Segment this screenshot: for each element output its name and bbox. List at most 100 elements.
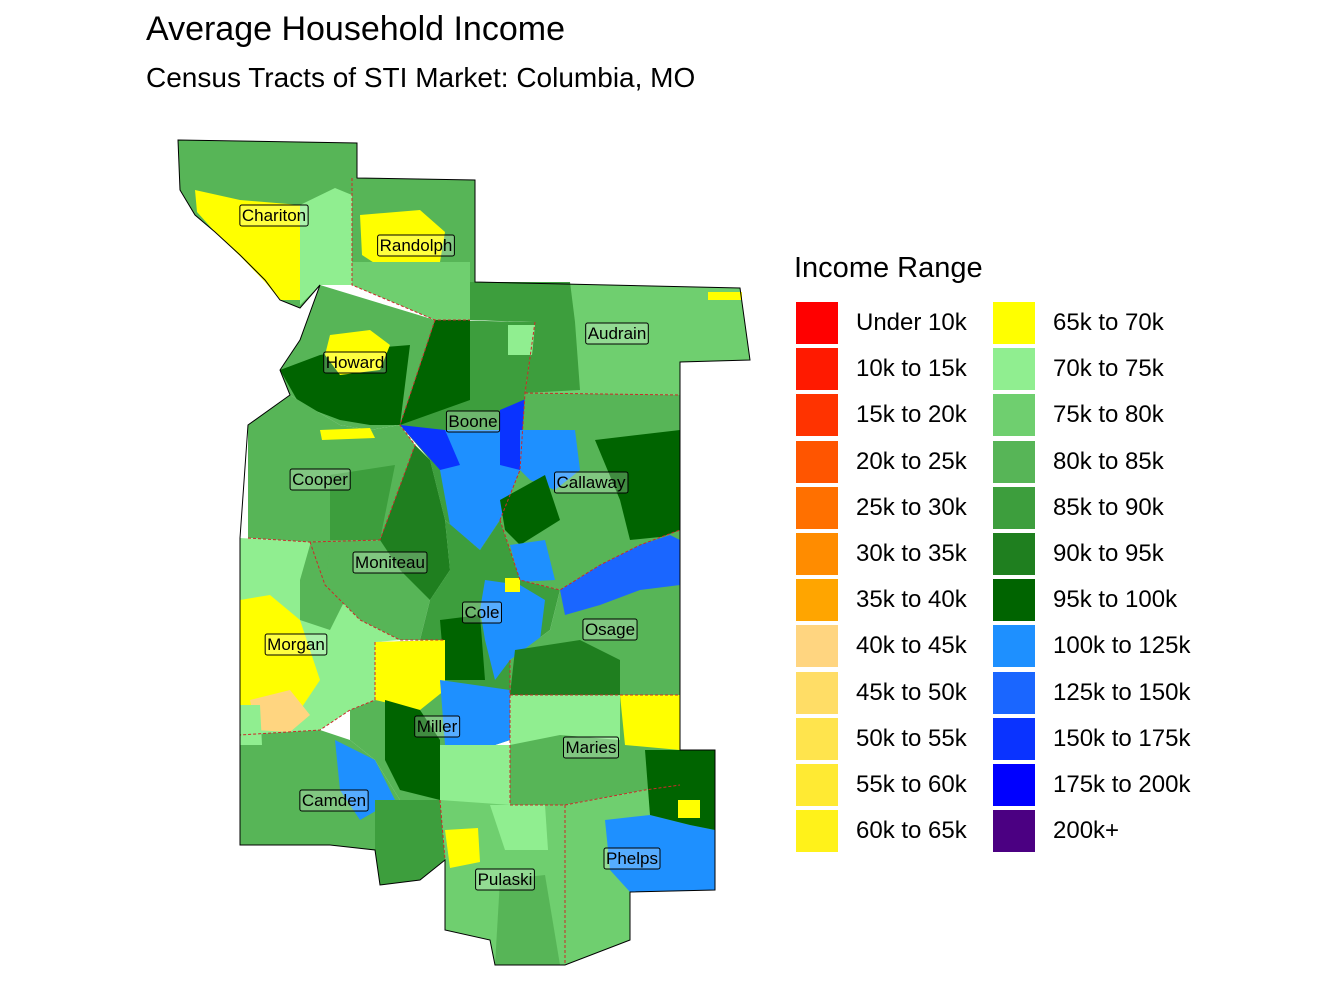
county-label-text: Morgan [267,635,325,654]
tract [560,535,680,615]
legend-swatch [796,717,838,760]
tract [330,465,395,540]
market-outline [177,139,751,966]
tract [440,680,510,750]
legend-label: Under 10k [856,309,967,336]
county-label-box [603,847,661,870]
legend-swatch [993,533,1035,575]
tract [595,430,680,540]
legend-swatch [796,348,838,391]
tract [440,615,485,680]
legend-swatch [993,717,1035,760]
legend-swatch [796,671,838,714]
legend-item: 55k to 60k [796,762,967,808]
tract [510,640,620,695]
legend-item: 80k to 85k [993,439,1164,485]
legend-label: 10k to 15k [856,355,967,383]
legend-label: 40k to 45k [856,632,967,660]
county-label-box [299,789,369,812]
county-label-boone: Boone [445,410,501,433]
legend-item: 125k to 150k [993,670,1190,716]
legend-label: 175k to 200k [1053,771,1191,798]
county-label-moniteau: Moniteau [352,551,428,574]
legend-label: 45k to 50k [856,678,967,706]
legend-item: 40k to 45k [796,623,967,669]
tract [510,540,555,582]
tract [678,800,700,818]
legend-item: 50k to 55k [796,716,967,762]
legend-swatch [993,579,1035,622]
county-label-cole: Cole [462,601,502,624]
tract [620,695,680,750]
legend-item: 150k to 175k [993,716,1190,762]
county-label-chariton: Chariton [239,204,309,227]
legend-swatch [993,810,1035,853]
tract [500,475,560,545]
legend-swatch [993,440,1035,483]
county-label-callaway: Callaway [554,471,629,494]
legend-label: 100k to 125k [1053,632,1191,660]
legend-item: 70k to 75k [993,346,1164,392]
county-label-text: Miller [417,717,458,736]
county-label-text: Callaway [557,473,626,492]
legend: Under 10k 10k to 15k 15k to 20k 20k to 25k 2… [796,300,1256,860]
legend-label: 80k to 85k [1053,447,1164,475]
county-label-maries: Maries [562,736,620,759]
legend-item: 75k to 80k [993,392,1164,438]
legend-label: 90k to 95k [1053,540,1164,567]
county-label-box [352,551,428,574]
county-label-box [323,351,387,374]
county-label-miller: Miller [414,715,461,738]
legend-label: 15k to 20k [856,401,967,429]
county-label-osage: Osage [582,618,638,641]
legend-label: 200k+ [1053,817,1120,845]
legend-item: 60k to 65k [796,808,967,854]
legend-swatch [993,302,1035,344]
tract [520,430,580,490]
legend-item: 20k to 25k [796,439,967,485]
legend-swatch [993,486,1035,529]
county-label-text: Maries [565,738,616,757]
county-label-box [585,322,649,345]
county-labels: Chariton Randolph Audrain Howard Boone Cooper… [239,204,661,891]
tract [320,428,375,440]
legend-item: 200k+ [993,808,1119,854]
legend-swatch [993,625,1035,668]
tract [375,640,445,710]
county-label-box [445,410,501,433]
legend-swatch [796,764,838,806]
legend-swatch [796,302,838,344]
legend-swatch [993,394,1035,437]
tract [250,690,310,732]
county-label-box [475,868,535,891]
legend-item: 175k to 200k [993,762,1190,808]
county-label-text: Chariton [242,206,306,225]
county-label-text: Audrain [588,324,647,343]
county-label-box [264,633,328,656]
legend-label: 95k to 100k [1053,586,1178,614]
tract [300,188,352,305]
legend-item: 65k to 70k [993,300,1164,346]
county-label-box [562,736,620,759]
legend-label: 25k to 30k [856,493,967,521]
tract [360,210,445,270]
tract [470,282,580,393]
legend-swatch [796,394,838,437]
legend-label: 85k to 90k [1053,493,1164,521]
legend-item: 25k to 30k [796,485,967,531]
county-label-text: Randolph [380,236,453,255]
legend-item: Under 10k [796,300,967,346]
county-label-morgan: Morgan [264,633,328,656]
tract [240,595,320,710]
legend-label: 35k to 40k [856,586,967,614]
county-label-box [554,471,629,494]
legend-item: 85k to 90k [993,485,1164,531]
county-label-randolph: Randolph [377,234,455,257]
tract [400,425,460,470]
county-label-box [582,618,638,641]
county-boundaries [239,178,681,965]
county-label-text: Phelps [606,849,658,868]
county-label-camden: Camden [299,789,369,812]
county-label-box [377,234,455,257]
